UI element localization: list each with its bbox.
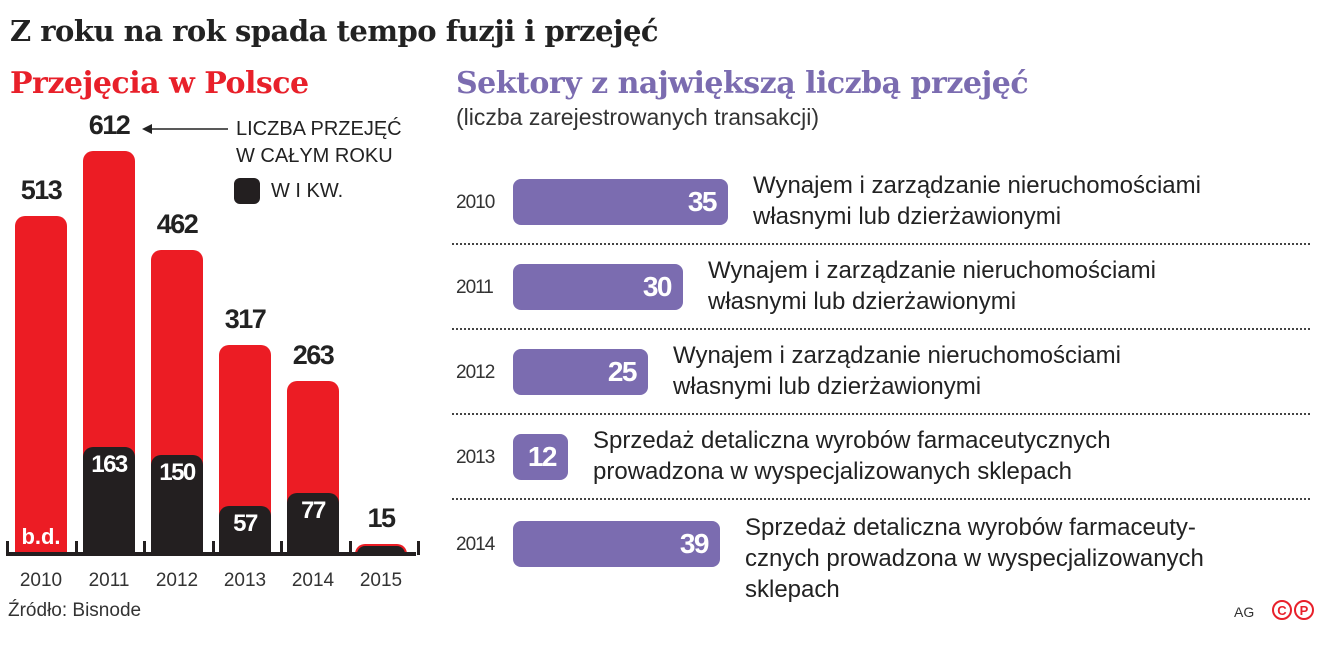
main-title: Z roku na rok spada tempo fuzji i przeję… (10, 14, 659, 48)
bar-total (15, 216, 67, 554)
bar-total-label: 263 (292, 339, 335, 370)
bar-total (355, 544, 407, 556)
left-chart-title: Przejęcia w Polsce (10, 66, 309, 101)
axis-tick (6, 541, 9, 555)
axis-tick (143, 541, 146, 555)
bar-total-label: 513 (20, 175, 63, 206)
credit: AG (1234, 604, 1255, 620)
x-tick-label: 2013 (223, 570, 267, 591)
row-bar: 39 (513, 521, 720, 567)
copyright-logo: C P (1272, 599, 1316, 626)
row-description: Sprzedaż detaliczna wyrobów farmaceutycz… (593, 425, 1111, 487)
row-bar-label: 12 (527, 441, 558, 472)
legend-q1-label: W I KW. (271, 180, 344, 202)
copyright-icon: C P (1272, 600, 1314, 620)
row-description: Sprzedaż detaliczna wyrobów farmaceuty-c… (745, 512, 1204, 605)
legend-total-line2: W CAŁYM ROKU (236, 145, 393, 167)
legend-total: LICZBA PRZEJĘĆ W CAŁYM ROKU (236, 116, 402, 170)
row-divider (452, 243, 1310, 245)
row-divider (452, 328, 1310, 330)
row-divider (452, 413, 1310, 415)
bar-q1-label: 77 (301, 497, 326, 525)
bar-q1 (287, 493, 339, 554)
legend-total-line1: LICZBA PRZEJĘĆ (236, 118, 402, 140)
axis-tick (74, 541, 78, 555)
row-description-line: Sprzedaż detaliczna wyrobów farmaceutycz… (593, 427, 1111, 454)
row-description-line: prowadzona w wyspecjalizowanych sklepach (593, 458, 1072, 485)
row-bar: 12 (513, 434, 568, 480)
source-note: Źródło: Bisnode (8, 600, 142, 621)
row-description: Wynajem i zarządzanie nieruchomościami wł… (753, 170, 1201, 232)
row-bar-label: 25 (607, 356, 638, 387)
row-description-line: własnymi lub dzierżawionymi (673, 373, 982, 400)
row-description-line: Sprzedaż detaliczna wyrobów farmaceuty- (745, 514, 1196, 541)
row-description-line: sklepach (745, 576, 840, 603)
row-bar-label: 30 (642, 271, 673, 302)
bar-total-label: 15 (367, 503, 396, 534)
bar-q1-label: b.d. (21, 524, 61, 549)
right-chart-title: Sektory z największą liczbą przejęć (456, 66, 1029, 101)
row-description-line: Wynajem i zarządzanie nieruchomościami (673, 342, 1121, 369)
bar-q1-label: 150 (159, 459, 196, 487)
row-year: 2010 (456, 192, 495, 213)
row-year: 2014 (456, 534, 495, 555)
row-description-line: Wynajem i zarządzanie nieruchomościami (708, 257, 1156, 284)
axis-tick (280, 541, 283, 555)
x-tick-label: 2010 (19, 570, 63, 591)
row-description-line: Wynajem i zarządzanie nieruchomościami (753, 172, 1201, 199)
x-tick-label: 2014 (291, 570, 335, 591)
axis-tick (348, 541, 352, 555)
legend-arrow-icon (142, 124, 228, 134)
row-year: 2011 (456, 277, 494, 298)
svg-text:C: C (1277, 603, 1287, 618)
bar-total-label: 317 (224, 304, 267, 335)
row-description-line: własnymi lub dzierżawionymi (753, 203, 1062, 230)
axis-tick (211, 541, 215, 555)
bar-q1 (83, 446, 135, 554)
x-tick-label: 2015 (359, 570, 403, 591)
bar-q1-label: 163 (91, 450, 128, 478)
bar-total-label: 462 (156, 209, 199, 239)
row-description-line: cznych prowadzona w wyspecjalizowanych (745, 545, 1204, 572)
bar-total-label: 612 (88, 110, 131, 141)
x-tick-label: 2012 (155, 570, 199, 591)
x-tick-label: 2011 (88, 570, 130, 591)
row-bar-label: 35 (687, 186, 718, 217)
row-description-line: własnymi lub dzierżawionymi (708, 288, 1017, 315)
bar-q1 (151, 455, 203, 554)
row-bar: 25 (513, 349, 648, 395)
row-year: 2013 (456, 447, 495, 468)
right-chart-subtitle: (liczba zarejestrowanych transakcji) (456, 104, 820, 130)
bar-q1 (219, 506, 271, 554)
row-description: Wynajem i zarządzanie nieruchomościami wł… (673, 340, 1121, 402)
bar-q1-label: 57 (233, 510, 258, 538)
legend-q1-swatch (234, 178, 260, 204)
row-year: 2012 (456, 362, 495, 383)
axis-tick (417, 541, 420, 555)
row-divider (452, 498, 1310, 500)
row-bar-label: 39 (679, 528, 710, 559)
x-axis-line (6, 552, 416, 556)
row-bar: 30 (513, 264, 683, 310)
svg-text:P: P (1300, 603, 1309, 618)
row-bar: 35 (513, 179, 728, 225)
row-description: Wynajem i zarządzanie nieruchomościami wł… (708, 255, 1156, 317)
